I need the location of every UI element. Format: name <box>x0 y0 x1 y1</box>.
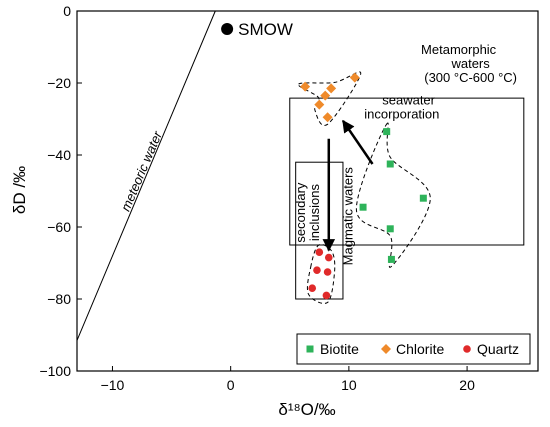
biotite-point <box>386 160 394 168</box>
x-tick-label: 0 <box>227 377 235 393</box>
secondary-label: inclusions <box>307 184 322 242</box>
chlorite-point <box>320 90 331 101</box>
chlorite-point <box>300 81 311 92</box>
x-tick-label: 20 <box>459 377 475 393</box>
quartz-point <box>308 284 317 293</box>
y-tick-label: −20 <box>47 75 71 91</box>
y-tick-label: −80 <box>47 291 71 307</box>
quartz-point <box>322 291 331 300</box>
chlorite-point <box>314 99 325 110</box>
x-tick-label: −10 <box>101 377 125 393</box>
biotite-point <box>359 203 367 211</box>
y-tick-label: −60 <box>47 219 71 235</box>
metamorphic-label: Metamorphic <box>421 42 497 57</box>
meteoric-water-line <box>76 10 216 341</box>
ticks-layer: −10 0 10 200−20−40−60−80−100 <box>39 3 475 393</box>
biotite-cluster-outline <box>355 122 431 268</box>
legend-quartz-label: Quartz <box>477 341 519 357</box>
magmatic-label: Magmatic waters <box>340 167 355 266</box>
biotite-point <box>383 128 391 136</box>
metamorphic-field <box>289 97 525 246</box>
x-axis-title: δ¹⁸O/‰ <box>278 400 335 419</box>
metamorphic-label: (300 °C-600 °C) <box>424 70 517 85</box>
chlorite-point <box>326 83 337 94</box>
y-tick-label: −40 <box>47 147 71 163</box>
legend-chlorite-marker <box>381 344 391 354</box>
seawater-arrow <box>341 119 374 165</box>
quartz-point <box>323 268 332 276</box>
meteoric-water-label: meteoric water <box>118 128 165 213</box>
chlorite-cluster-outline <box>298 71 362 126</box>
legend-biotite-label: Biotite <box>320 341 359 357</box>
quartz-point <box>313 266 321 275</box>
seawater-label: incorporation <box>364 107 439 122</box>
legend-quartz-marker <box>463 345 471 353</box>
smow-marker <box>221 23 234 35</box>
quartz-point <box>324 253 333 262</box>
secondary-label: secondary <box>293 182 308 242</box>
quartz-point <box>315 248 324 256</box>
arrow-layer <box>322 119 374 252</box>
y-tick-label: −100 <box>39 363 71 379</box>
biotite-point <box>387 255 395 263</box>
y-axis-title: δD /‰ <box>10 166 29 214</box>
seawater-label: seawater <box>382 93 435 108</box>
points-layer <box>221 23 427 300</box>
chlorite-point <box>322 112 333 123</box>
biotite-point <box>419 194 427 202</box>
x-tick-label: 10 <box>341 377 357 393</box>
line-layer <box>76 10 216 341</box>
chlorite-point <box>349 72 360 83</box>
plot-frame <box>76 10 539 372</box>
legend-chlorite-label: Chlorite <box>396 341 444 357</box>
y-tick-label: 0 <box>63 3 71 19</box>
legend: Biotite Chlorite Quartz <box>296 333 531 365</box>
legend-biotite-marker <box>306 345 314 353</box>
smow-label: SMOW <box>238 20 293 39</box>
quartz-cluster-outline <box>306 243 336 304</box>
legend-box <box>296 333 531 365</box>
fields-layer <box>289 97 525 300</box>
biotite-point <box>386 225 394 233</box>
magmatic-field <box>295 161 344 300</box>
outline-layer <box>298 71 431 304</box>
metamorphic-label: waters <box>450 56 490 71</box>
